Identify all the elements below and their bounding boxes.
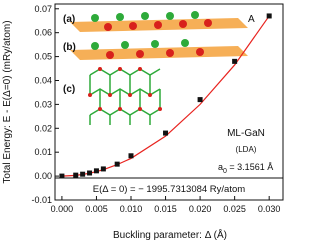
y-tick-label: 0.04 <box>34 75 52 85</box>
data-point <box>73 172 79 178</box>
material-label: ML-GaN <box>227 128 265 139</box>
data-point <box>87 170 93 176</box>
data-point <box>93 168 99 174</box>
data-point <box>80 171 86 177</box>
panel-label: (a) <box>63 14 75 25</box>
y-tick-label: 0.01 <box>34 147 52 157</box>
y-tick-label: 0.05 <box>34 52 52 62</box>
x-tick-label: 0.025 <box>223 204 246 214</box>
x-tick-label: 0.020 <box>189 204 212 214</box>
x-tick-label: 0.000 <box>51 204 74 214</box>
data-point <box>59 173 65 179</box>
x-tick-label: 0.005 <box>85 204 108 214</box>
y-tick-label: 0.06 <box>34 28 52 38</box>
energy-box <box>54 177 284 201</box>
lattice-value: = 3.1561 Å <box>227 162 273 172</box>
data-point <box>114 161 120 167</box>
structure-inset <box>70 11 248 125</box>
data-point <box>128 153 134 159</box>
data-point <box>163 130 169 136</box>
energy-label: E(Δ = 0) = − 1995.7313084 Ry/atom <box>93 184 245 195</box>
y-tick-label: 0.07 <box>34 4 52 14</box>
data-point <box>197 97 203 103</box>
panel-label: (b) <box>63 42 76 53</box>
data-point <box>266 13 272 19</box>
y-axis-label: Total Energy: E - E(Δ=0) (mRy/atom) <box>2 20 13 183</box>
chart: (a) (b) (c) A ML-GaN (LDA) a0 = 3.1561 Å… <box>2 3 284 241</box>
x-tick-label: 0.015 <box>154 204 177 214</box>
lattice-sub: 0 <box>223 168 227 175</box>
method-label: (LDA) <box>236 145 257 154</box>
atom-label: A <box>248 14 255 25</box>
y-tick-label: -0.01 <box>31 195 52 205</box>
lattice-label: a0 = 3.1561 Å <box>218 162 273 175</box>
y-tick-label: 0.00 <box>34 171 52 181</box>
data-point <box>100 166 106 172</box>
x-tick-label: 0.030 <box>258 204 281 214</box>
x-axis-label: Buckling parameter: Δ (Å) <box>113 228 227 241</box>
panel-label: (c) <box>63 84 75 95</box>
lattice-a: a <box>218 162 223 172</box>
y-tick-label: 0.03 <box>34 99 52 109</box>
x-tick-label: 0.010 <box>120 204 143 214</box>
y-tick-label: 0.02 <box>34 123 52 133</box>
data-point <box>232 58 238 64</box>
